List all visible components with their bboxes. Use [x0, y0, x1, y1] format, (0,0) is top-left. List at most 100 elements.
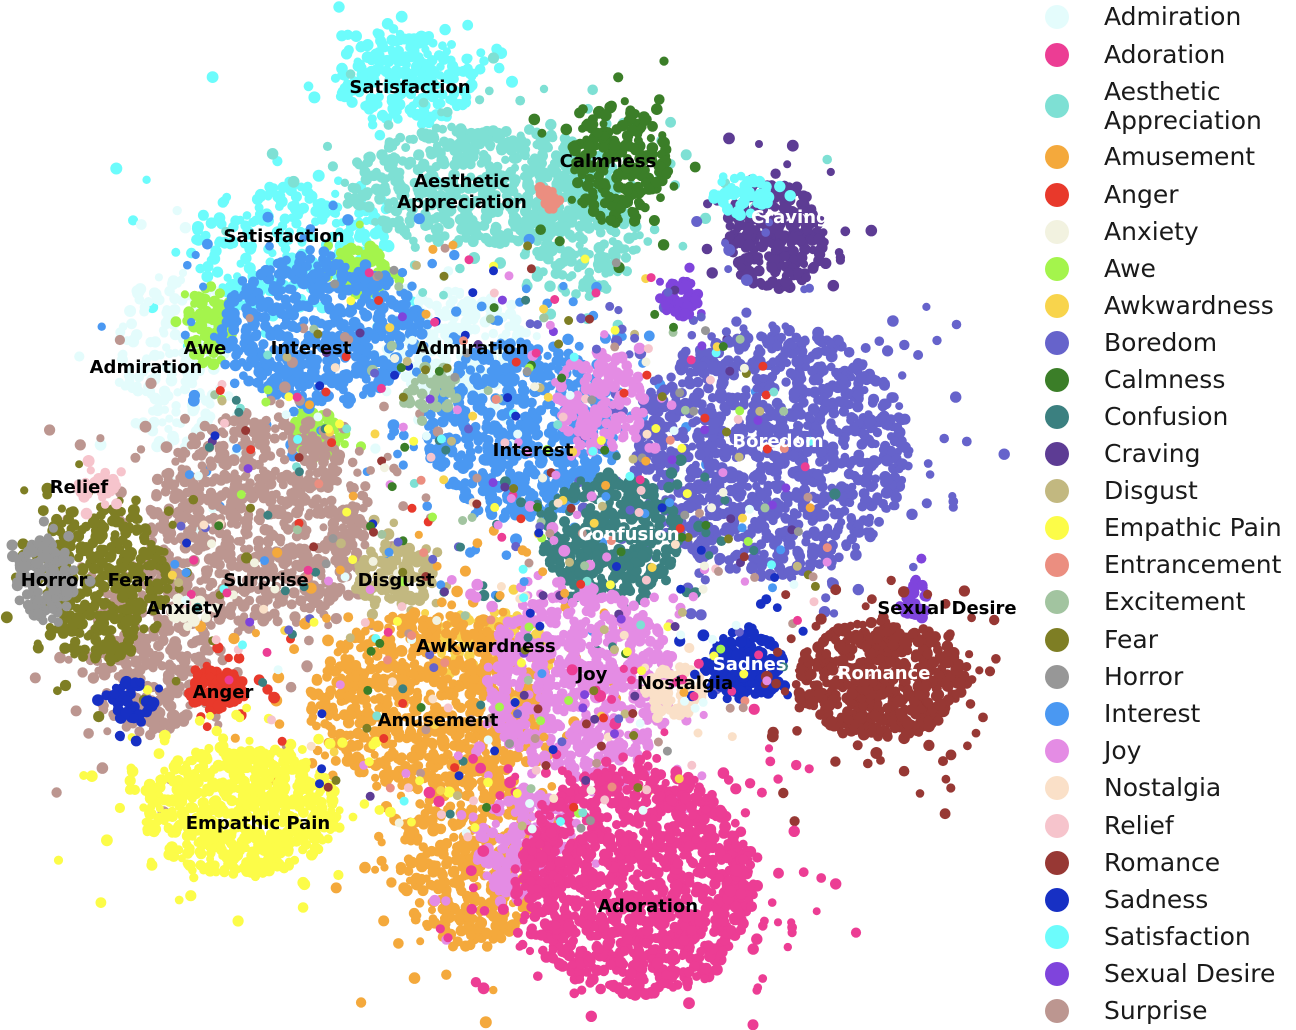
scatter-point	[201, 293, 211, 303]
scatter-point	[587, 205, 600, 217]
scatter-point	[233, 346, 244, 357]
scatter-point	[410, 242, 420, 252]
scatter-point	[998, 448, 1010, 460]
scatter-point	[398, 33, 410, 45]
scatter-point	[564, 205, 573, 214]
scatter-point	[736, 479, 747, 490]
scatter-point	[572, 379, 581, 388]
scatter-point	[780, 512, 790, 523]
scatter-point	[813, 347, 824, 357]
scatter-point	[487, 493, 496, 502]
scatter-point	[126, 318, 137, 330]
scatter-point	[687, 330, 697, 340]
scatter-point	[343, 284, 355, 296]
scatter-point	[812, 469, 824, 481]
scatter-point	[335, 259, 344, 268]
scatter-point	[872, 495, 882, 505]
scatter-point	[723, 132, 735, 145]
scatter-point	[620, 97, 629, 106]
scatter-point	[843, 347, 855, 358]
scatter-point	[721, 327, 732, 337]
scatter-point	[162, 305, 172, 314]
scatter-point	[849, 470, 860, 481]
scatter-point	[836, 458, 847, 469]
scatter-point	[599, 119, 608, 128]
scatter-point	[932, 335, 942, 346]
scatter-point	[853, 519, 864, 530]
scatter-point	[623, 232, 635, 244]
scatter-point	[723, 203, 733, 214]
scatter-point	[823, 523, 833, 533]
scatter-point	[909, 562, 918, 572]
scatter-point	[393, 449, 402, 459]
scatter-point	[451, 127, 461, 137]
scatter-point	[222, 192, 232, 202]
scatter-point	[783, 566, 795, 579]
scatter-point	[202, 395, 213, 407]
scatter-point	[299, 382, 308, 391]
scatter-point	[590, 120, 599, 129]
scatter-point	[792, 267, 804, 278]
scatter-point	[162, 343, 171, 352]
scatter-point	[800, 285, 809, 294]
scatter-point	[453, 360, 464, 371]
scatter-point	[313, 288, 324, 299]
scatter-point	[455, 263, 465, 274]
scatter-point	[424, 234, 434, 243]
scatter-point	[463, 53, 473, 63]
scatter-point	[412, 62, 422, 71]
scatter-point	[961, 436, 972, 447]
scatter-point	[845, 498, 855, 508]
scatter-point	[587, 84, 598, 96]
scatter-point	[425, 67, 436, 78]
scatter-point	[74, 351, 85, 362]
scatter-point	[792, 377, 804, 389]
scatter-point	[684, 375, 694, 385]
scatter-point	[481, 423, 490, 432]
scatter-point	[504, 321, 515, 332]
scatter-point	[279, 213, 291, 225]
scatter-point	[835, 255, 846, 265]
scatter-point	[501, 155, 510, 164]
scatter-point	[457, 450, 466, 460]
scatter-point	[187, 317, 196, 327]
scatter-point	[807, 403, 820, 415]
scatter-point	[838, 406, 850, 417]
scatter-point	[493, 62, 505, 74]
scatter-point	[643, 183, 655, 195]
scatter-point	[828, 504, 837, 513]
scatter-point	[922, 302, 931, 311]
scatter-point	[484, 236, 496, 248]
scatter-point	[363, 152, 373, 162]
scatter-point	[479, 56, 489, 66]
scatter-point	[187, 378, 198, 389]
scatter-point	[559, 281, 568, 291]
scatter-point	[158, 418, 167, 427]
scatter-point	[337, 70, 347, 80]
scatter-point	[389, 109, 398, 118]
scatter-point	[487, 52, 500, 64]
scatter-point	[850, 413, 859, 422]
scatter-point	[411, 99, 421, 108]
scatter-point	[312, 395, 323, 406]
scatter-point	[573, 264, 583, 273]
scatter-point	[386, 34, 398, 46]
scatter-point	[355, 344, 366, 355]
scatter-point	[393, 98, 406, 111]
scatter-point	[510, 163, 520, 172]
scatter-point	[324, 301, 335, 312]
scatter-point	[557, 213, 567, 223]
scatter-point	[114, 377, 124, 387]
scatter-point	[523, 415, 533, 426]
scatter-point	[838, 384, 847, 394]
scatter-point	[560, 123, 573, 136]
scatter-point	[413, 32, 424, 43]
scatter-point	[899, 413, 911, 425]
scatter-point	[725, 397, 735, 406]
scatter-point	[400, 371, 412, 383]
scatter-point	[829, 530, 841, 541]
scatter-point	[165, 414, 174, 423]
scatter-point	[322, 141, 333, 151]
scatter-point	[685, 521, 694, 530]
scatter-point	[833, 371, 843, 381]
